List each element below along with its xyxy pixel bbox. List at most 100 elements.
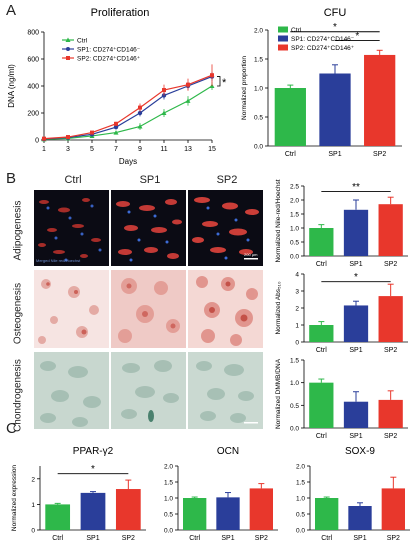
x-tick-label: SP2: [387, 535, 400, 542]
y-tick-label: 1.5: [290, 212, 299, 219]
data-point: [186, 82, 190, 87]
x-tick-label: 7: [114, 146, 118, 153]
sig-bracket: [217, 76, 221, 87]
y-tick-label: 2.5: [290, 184, 299, 191]
data-point: [113, 130, 119, 135]
column-label-sp2: SP2: [216, 174, 238, 186]
y-tick-label: 2.0: [164, 464, 173, 471]
y-tick-label: 1: [31, 502, 35, 509]
y-axis-label: Normalized proportion: [241, 56, 248, 120]
sig-marker: *: [355, 31, 359, 42]
sig-marker: *: [222, 77, 227, 89]
micrograph-chondro-sp1: [111, 352, 186, 429]
row-label-osteogenesis: Osteogenesis: [12, 282, 24, 345]
micrograph-osteo-ctrl: [34, 270, 109, 348]
y-tick-label: 1: [295, 323, 299, 330]
data-point: [210, 73, 214, 78]
data-point: [162, 88, 166, 93]
y-tick-label: 0.5: [290, 403, 299, 410]
legend-label: Ctrl: [77, 38, 88, 45]
data-point: [138, 105, 142, 110]
bar-sp2: [381, 488, 405, 530]
x-tick-label: SP2: [384, 433, 397, 440]
x-tick-label: SP2: [384, 261, 397, 266]
sig-marker: *: [91, 464, 95, 475]
data-point: [42, 136, 46, 141]
x-tick-label: 3: [66, 146, 70, 153]
x-tick-label: SP1: [349, 347, 362, 352]
y-tick-label: 1.5: [296, 480, 305, 487]
x-tick-label: SP1: [86, 535, 99, 542]
y-tick-label: 0.0: [254, 144, 263, 151]
data-point: [66, 135, 70, 140]
data-point: [185, 98, 191, 103]
y-tick-label: 1.0: [290, 380, 299, 387]
legend-label: SP2: CD274⁺CD146⁺: [291, 45, 355, 52]
bar-ctrl: [309, 382, 334, 428]
sig-marker: **: [352, 182, 360, 193]
micrograph-osteo-sp2: [188, 270, 263, 348]
micrograph-adipo-sp1: [111, 190, 186, 266]
panel-letter-a: A: [6, 2, 17, 19]
y-axis-label: DNA (ng/ml): [7, 64, 16, 108]
x-tick-label: Ctrl: [285, 151, 296, 158]
bar-sp1: [343, 401, 369, 428]
x-tick-label: SP1: [221, 535, 234, 542]
bar-ctrl: [315, 498, 339, 530]
y-tick-label: 1.0: [254, 86, 263, 93]
y-tick-label: 600: [27, 57, 39, 64]
micrograph-adipo-sp2: 200 µm: [188, 190, 263, 266]
x-tick-label: Ctrl: [316, 347, 327, 352]
bar-sp2: [364, 54, 396, 146]
series-line-0: [43, 85, 213, 140]
x-tick-label: SP1: [349, 261, 362, 266]
y-tick-label: 2.0: [296, 464, 305, 471]
column-label-ctrl: Ctrl: [64, 174, 82, 186]
y-tick-label: 0.0: [296, 528, 305, 535]
y-tick-label: 0: [35, 138, 39, 145]
y-tick-label: 4: [295, 272, 299, 279]
y-tick-label: 0.5: [164, 512, 173, 519]
y-tick-label: 0.5: [296, 512, 305, 519]
legend-swatch: [278, 35, 288, 42]
y-tick-label: 1.5: [164, 480, 173, 487]
chart-title: CFU: [324, 7, 347, 19]
bar-sp2: [115, 489, 141, 530]
y-tick-label: 2: [31, 476, 35, 483]
x-tick-label: Ctrl: [316, 433, 327, 440]
y-tick-label: 0.5: [290, 240, 299, 247]
bar-ctrl: [45, 504, 71, 530]
row-label-adipogenesis: Adipogenesis: [12, 200, 24, 261]
cfu-chart: CFU 0.0 0.5 1.0 1.5 2.0 Normalized proportion C…: [241, 7, 402, 158]
legend-swatch: [278, 26, 288, 33]
y-axis-label: Normalized Nile-red/Hoechst: [275, 179, 282, 262]
osteogenesis-quant-chart: 0 1 2 3 4 Normalized Abs₅₁₀ Ctrl SP1 SP2 *: [275, 272, 408, 352]
y-tick-label: 3: [295, 289, 299, 296]
panel-letter-c: C: [6, 420, 17, 437]
series-line-2: [43, 74, 213, 140]
data-point: [137, 110, 143, 116]
bar-sp2: [378, 399, 403, 428]
sox9-chart: SOX-9 0.0 0.5 1.0 1.5 2.0 Ctrl SP1 SP2: [296, 446, 410, 542]
y-tick-label: 1.0: [296, 496, 305, 503]
y-tick-label: 0.0: [290, 254, 299, 261]
adipogenesis-quant-chart: 0.0 0.5 1.0 1.5 2.0 2.5 Normalized Nile-red/Ho…: [275, 179, 408, 266]
legend-label: Ctrl: [291, 27, 302, 34]
ppar-g2-chart: PPAR-γ2 0 1 2 Normalized expression Ctrl SP1 SP…: [11, 446, 146, 542]
micrograph-chondro-sp2: [188, 352, 263, 429]
bar-sp2: [378, 296, 403, 342]
micrograph-osteo-sp1: [111, 270, 186, 348]
legend-marker: [65, 37, 71, 42]
chart-title: SOX-9: [345, 446, 375, 457]
y-tick-label: 1.0: [164, 496, 173, 503]
y-tick-label: 400: [27, 84, 39, 91]
data-point: [90, 130, 94, 135]
overlay-label: Merged Nile red/Hoechst: [36, 258, 81, 263]
bar-sp2: [378, 204, 403, 256]
chart-title: PPAR-γ2: [73, 446, 114, 457]
x-tick-label: SP2: [384, 347, 397, 352]
x-tick-label: SP2: [255, 535, 268, 542]
bar-sp1: [216, 497, 240, 530]
y-axis-label: Normalized expression: [11, 465, 18, 531]
